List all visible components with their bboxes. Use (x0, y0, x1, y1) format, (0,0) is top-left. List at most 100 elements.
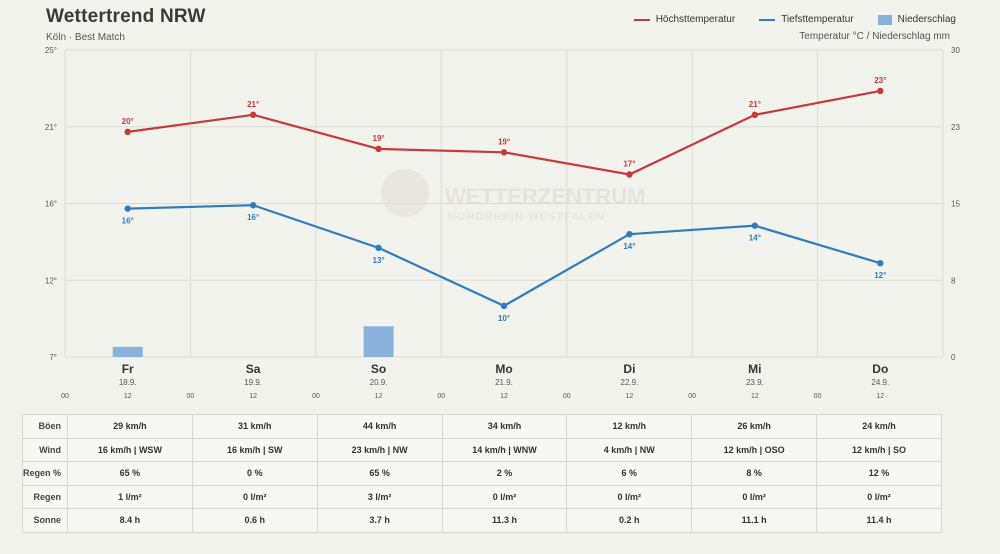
high-temp-label: 21° (247, 100, 259, 109)
x-axis-hour-tick: 12 (375, 393, 383, 400)
legend-label-precip: Niederschlag (897, 14, 956, 25)
table-cell: 65 % (316, 461, 443, 486)
x-axis-day-label: Di (623, 362, 635, 376)
table-cell: 11.3 h (441, 508, 568, 533)
y-axis-right-tick: 8 (951, 276, 956, 285)
high-temp-point (249, 111, 257, 119)
high-temp-point (877, 87, 884, 95)
high-temp-point (751, 111, 759, 119)
x-axis-hour-tick: 00 (61, 393, 69, 400)
high-temp-label: 19° (373, 134, 385, 143)
watermark-logo-icon (381, 169, 429, 217)
high-temp-label: 21° (749, 100, 761, 109)
table-row-label: Regen % (22, 461, 68, 486)
table-cell: 12 % (816, 461, 942, 486)
high-temp-label: 19° (498, 137, 510, 146)
table-row-label: Sonne (22, 508, 68, 533)
x-axis-hour-tick: 12 (876, 393, 884, 400)
table-cell: 6 % (566, 461, 693, 486)
table-cell: 0.2 h (566, 508, 693, 533)
location-subtitle: Köln · Best Match (46, 32, 125, 43)
table-cell: 0 l/m² (816, 484, 942, 509)
legend-swatch-high (633, 18, 650, 21)
table-cell: 29 km/h (67, 414, 193, 439)
table-cell: 8.4 h (67, 508, 193, 533)
table-cell: 23 km/h | NW (316, 437, 443, 462)
legend-label-low: Tiefsttemperatur (781, 14, 854, 25)
weather-stats-table: Böen 29 km/h 31 km/h 44 km/h 34 km/h 12 km/h 2… (22, 414, 942, 533)
table-cell: 0.6 h (191, 508, 318, 533)
low-temp-label: 16° (247, 213, 259, 222)
x-axis-hour-tick: 00 (437, 393, 445, 400)
x-axis-date-label: 23.9. (746, 378, 764, 387)
y-axis-right-tick: 15 (951, 200, 960, 209)
table-cell: 14 km/h | WNW (441, 437, 568, 462)
high-temp-point (124, 128, 131, 136)
table-cell: 65 % (67, 461, 193, 486)
high-temp-point (500, 149, 508, 156)
x-axis-day-label: Do (872, 362, 888, 376)
x-axis-day-label: Mi (748, 362, 761, 376)
low-temp-point (500, 302, 508, 310)
x-axis-hour-tick: 00 (814, 393, 822, 400)
table-row: Böen 29 km/h 31 km/h 44 km/h 34 km/h 12 km/h 2… (22, 414, 942, 439)
high-temp-label: 23° (874, 76, 886, 85)
y-axis-right-tick: 30 (951, 46, 960, 55)
table-cell: 8 % (691, 461, 818, 486)
high-temp-line (127, 89, 881, 176)
table-cell: 24 km/h (816, 414, 942, 439)
high-temp-label: 17° (623, 160, 635, 169)
y-axis-left-tick: 16° (45, 200, 57, 209)
y-axis-right-tick: 23 (951, 123, 960, 132)
table-cell: 11.4 h (816, 508, 942, 533)
watermark-subtext: NORDRHEIN-WESTFALEN (448, 211, 605, 223)
x-axis-day-label: So (371, 362, 386, 376)
x-axis-hour-tick: 00 (563, 393, 571, 400)
y-axis-left-tick: 25° (45, 46, 57, 55)
legend-item-high[interactable]: Höchsttemperatur (633, 14, 736, 25)
table-cell: 3.7 h (316, 508, 443, 533)
legend-item-precip[interactable]: Niederschlag (877, 14, 956, 25)
x-axis-hour-tick: 12 (751, 393, 759, 400)
low-temp-label: 12° (874, 271, 886, 280)
low-temp-label: 16° (122, 217, 134, 226)
table-cell: 44 km/h (316, 414, 443, 439)
x-axis-hour-tick: 12 (500, 393, 508, 400)
legend-swatch-low (759, 18, 776, 21)
legend-swatch-precip (877, 14, 892, 25)
table-cell: 0 % (191, 461, 318, 486)
chart-header: Wettertrend NRW Köln · Best Match (46, 6, 206, 43)
table-cell: 0 l/m² (691, 484, 818, 509)
table-cell: 34 km/h (441, 414, 568, 439)
table-cell: 31 km/h (191, 414, 318, 439)
y-axis-left-tick: 12° (45, 276, 57, 285)
low-temp-point (751, 222, 759, 229)
x-axis-date-label: 19.9. (244, 378, 262, 387)
table-row: Regen % 65 % 0 % 65 % 2 % 6 % 8 % 12 % (22, 461, 942, 486)
table-cell: 16 km/h | WSW (67, 437, 193, 462)
table-cell: 0 l/m² (566, 484, 693, 509)
table-cell: 16 km/h | SW (191, 437, 318, 462)
precip-bar (363, 326, 394, 357)
table-cell: 1 l/m² (67, 484, 193, 509)
x-axis-day-label: Fr (122, 362, 134, 376)
table-row-label: Regen (22, 484, 68, 509)
x-axis-date-label: 18.9. (119, 378, 137, 387)
watermark-text: WETTERZENTRUM (445, 184, 645, 209)
table-cell: 0 l/m² (191, 484, 318, 509)
x-axis-day-label: Mo (495, 362, 512, 376)
x-axis-date-label: 22.9. (621, 378, 639, 387)
table-row: Wind 16 km/h | WSW 16 km/h | SW 23 km/h | N… (22, 437, 942, 462)
legend-label-high: Höchsttemperatur (655, 14, 736, 25)
x-axis-hour-tick: 12 (249, 393, 257, 400)
table-cell: 12 km/h | SO (816, 437, 942, 462)
table-cell: 12 km/h | OSO (691, 437, 818, 462)
table-row-label: Wind (22, 437, 68, 462)
high-temp-point (626, 171, 633, 178)
x-axis-hour-tick: 00 (688, 393, 696, 400)
low-temp-label: 14° (749, 234, 761, 243)
y-axis-left-tick: 21° (45, 123, 57, 132)
legend-item-low[interactable]: Tiefsttemperatur (759, 14, 854, 25)
x-axis-hour-tick: 00 (312, 393, 320, 400)
table-row: Regen 1 l/m² 0 l/m² 3 l/m² 0 l/m² 0 l/m² 0 l/m… (22, 484, 942, 509)
